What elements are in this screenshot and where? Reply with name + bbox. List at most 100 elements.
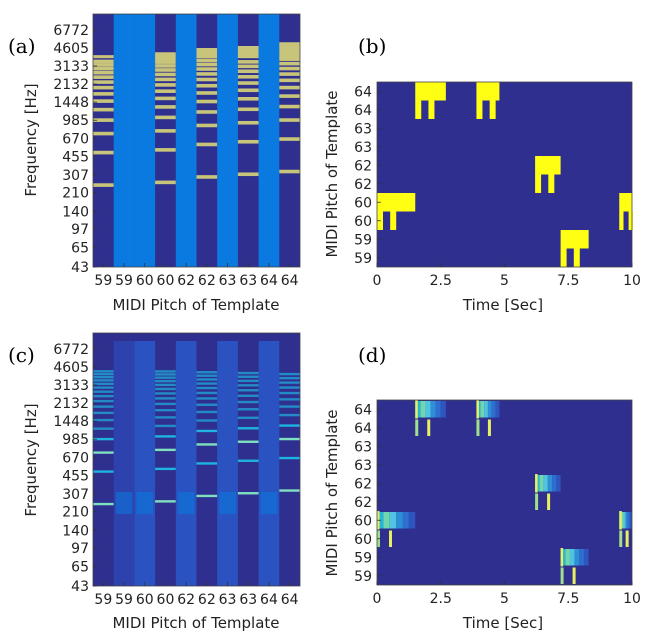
panel-c-y-tick-label: 140 [62, 524, 89, 540]
panel-a-harmonic-band [155, 180, 176, 185]
panel-b-onset-activation [476, 100, 483, 119]
panel-a-harmonic-band [279, 118, 300, 122]
panel-a-harmonic-band [155, 96, 176, 101]
panel-a-harmonic-band [196, 67, 218, 71]
panel-c-harmonic-band [155, 408, 176, 412]
panel-a-harmonic-band [93, 92, 114, 96]
panel-d-note-activation [480, 401, 485, 418]
panel-c-harmonic-band [196, 429, 218, 433]
panel-d-onset-activation [427, 419, 431, 436]
panel-a-harmonic-band [93, 75, 114, 79]
panel-c-harmonic-band [93, 399, 114, 403]
panel-c-harmonic-band [196, 378, 218, 381]
panel-a-onset-column [175, 14, 197, 267]
panel-a-y-tick-label: 985 [62, 113, 89, 129]
panel-b-x-tick-label: 10 [623, 273, 641, 289]
panel-c-y-tick-label: 670 [62, 450, 89, 466]
panel-a-harmonic-band [237, 88, 259, 93]
panel-c-harmonic-band [93, 372, 114, 376]
panel-d-y-tick-label: 62 [354, 495, 372, 511]
panel-c-onset-energy [136, 491, 154, 514]
panel-b-onset-activation [428, 100, 435, 119]
panel-a-harmonic-band [155, 64, 176, 68]
panel-a-x-axis-label: MIDI Pitch of Template [112, 296, 279, 314]
panel-c-y-tick-label: 43 [71, 579, 89, 595]
panel-c-harmonic-band [155, 397, 176, 400]
panel-c: (c) 6772 4605 3133 2132 1448 985 670 455 307 210 1… [8, 332, 301, 632]
panel-a-high-partials-block [196, 47, 218, 59]
panel-d: (d) 64 64 63 63 62 62 60 60 59 59 0 2.5 5 7.5 10 Time… [323, 343, 641, 632]
panel-a-y-tick-label: 307 [62, 168, 89, 184]
panel-a-y-tick-label: 43 [71, 260, 89, 276]
panel-d-note-activation [495, 401, 500, 418]
panel-c-harmonic-band [93, 390, 114, 393]
panel-c-harmonic-band [237, 427, 259, 430]
panel-a-y-tick-label: 6772 [53, 23, 89, 39]
panel-c-harmonic-band [279, 386, 300, 389]
panel-d-y-tick-label: 60 [354, 532, 372, 548]
panel-d-note-activation [621, 512, 624, 529]
panel-a-harmonic-band [196, 91, 218, 95]
panel-d-background [377, 400, 632, 585]
panel-c-harmonic-band [93, 418, 114, 422]
panel-b-y-tick-label: 62 [354, 177, 372, 193]
panel-b: (b) 64 64 63 63 62 62 60 60 59 59 0 2.5 5 7.5 10 Time… [323, 34, 641, 314]
panel-d-note-activation [408, 512, 416, 529]
panel-c-harmonic-band [155, 435, 176, 438]
panel-a-x-tick-label: 62 [198, 273, 216, 289]
panel-d-y-tick-label: 64 [354, 402, 372, 418]
panel-d-x-tick-label: 10 [623, 591, 641, 607]
panel-c-harmonic-band [93, 370, 114, 373]
panel-c-harmonic-band [93, 382, 114, 386]
panel-d-onset-activation [389, 530, 392, 547]
panel-b-y-tick-label: 64 [354, 84, 372, 100]
panel-a-high-partials-block [237, 45, 259, 59]
panel-c-harmonic-band [93, 470, 114, 473]
panel-c-y-tick-label: 6772 [53, 342, 89, 358]
panel-a-harmonic-band [196, 62, 218, 67]
panel-a-y-tick-label: 97 [71, 222, 89, 238]
panel-a-harmonic-band [93, 59, 114, 64]
panel-d-note-activation [425, 401, 431, 418]
panel-c-y-tick-label: 1448 [53, 414, 89, 430]
panel-c-x-tick-label: 64 [260, 592, 278, 608]
panel-c-harmonic-band [155, 448, 176, 452]
panel-d-x-tick-label: 5 [500, 591, 509, 607]
panel-a-harmonic-band [196, 123, 218, 128]
panel-c-onset-column [175, 341, 197, 586]
panel-a-y-tick-label: 2132 [53, 77, 89, 93]
panel-c-harmonic-band [237, 416, 259, 420]
panel-d-y-axis-label: MIDI Pitch of Template [323, 409, 341, 576]
panel-c-harmonic-band [237, 371, 259, 375]
panel-a-y-tick-label: 65 [71, 241, 89, 257]
panel-d-onset-peak [560, 548, 564, 567]
panel-b-x-tick-label: 0 [373, 273, 382, 289]
panel-c-harmonic-band [93, 375, 114, 379]
panel-d-note-activation [574, 549, 580, 566]
panel-c-x-tick-label: 59 [94, 592, 112, 608]
panel-c-harmonic-band [196, 386, 218, 390]
panel-a-onset-column [217, 14, 238, 267]
panel-b-y-tick-label: 63 [354, 121, 372, 137]
panel-c-harmonic-band [93, 437, 114, 441]
panel-c-x-tick-label: 60 [157, 592, 175, 608]
panel-a-harmonic-band [196, 72, 218, 76]
panel-c-harmonic-band [155, 383, 176, 387]
panel-a-x-tick-label: 60 [136, 273, 154, 289]
panel-a-harmonic-band [196, 58, 218, 63]
panel-c-harmonic-band [196, 371, 218, 374]
panel-d-x-ticks: 0 2.5 5 7.5 10 [373, 581, 641, 607]
panel-c-harmonic-band [237, 440, 259, 443]
panel-b-x-ticks: 0 2.5 5 7.5 10 [373, 263, 641, 289]
panel-d-note-activation [623, 512, 626, 529]
panel-c-y-tick-label: 4605 [53, 360, 89, 376]
panel-a-harmonic-band [155, 60, 176, 64]
panel-a-harmonic-band [279, 57, 300, 61]
panel-a-x-tick-label: 64 [260, 273, 278, 289]
panel-a-x-tick-label: 59 [94, 273, 112, 289]
panel-c-harmonic-band [196, 391, 218, 395]
panel-b-y-ticks: 64 64 63 63 62 62 60 60 59 59 [354, 84, 381, 267]
panel-a-harmonic-band [155, 56, 176, 61]
panel-a-harmonic-band [279, 169, 300, 174]
